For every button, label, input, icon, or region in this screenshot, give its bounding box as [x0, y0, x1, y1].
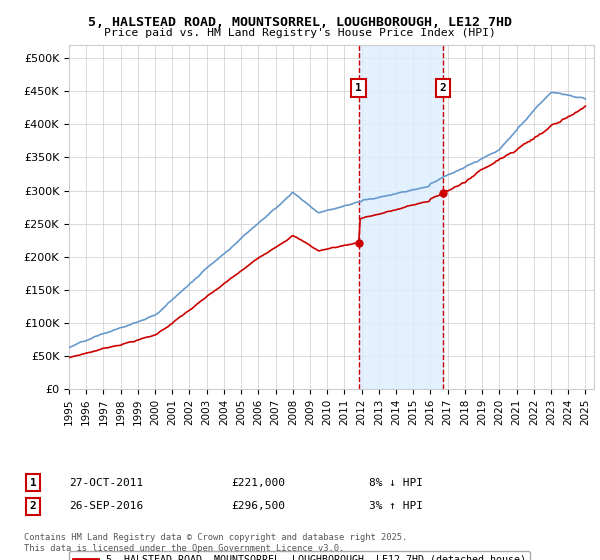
- Text: 8% ↓ HPI: 8% ↓ HPI: [369, 478, 423, 488]
- Legend: 5, HALSTEAD ROAD, MOUNTSORREL, LOUGHBOROUGH, LE12 7HD (detached house), HPI: Ave: 5, HALSTEAD ROAD, MOUNTSORREL, LOUGHBORO…: [69, 551, 530, 560]
- Text: 3% ↑ HPI: 3% ↑ HPI: [369, 501, 423, 511]
- Text: Contains HM Land Registry data © Crown copyright and database right 2025.
This d: Contains HM Land Registry data © Crown c…: [24, 533, 407, 553]
- Text: 2: 2: [440, 83, 446, 93]
- Text: 2: 2: [29, 501, 37, 511]
- Text: Price paid vs. HM Land Registry's House Price Index (HPI): Price paid vs. HM Land Registry's House …: [104, 28, 496, 38]
- Text: 1: 1: [355, 83, 362, 93]
- Text: 1: 1: [29, 478, 37, 488]
- Text: 27-OCT-2011: 27-OCT-2011: [69, 478, 143, 488]
- Text: £221,000: £221,000: [231, 478, 285, 488]
- Text: 5, HALSTEAD ROAD, MOUNTSORREL, LOUGHBOROUGH, LE12 7HD: 5, HALSTEAD ROAD, MOUNTSORREL, LOUGHBORO…: [88, 16, 512, 29]
- Bar: [359, 45, 443, 389]
- Text: 26-SEP-2016: 26-SEP-2016: [69, 501, 143, 511]
- Text: £296,500: £296,500: [231, 501, 285, 511]
